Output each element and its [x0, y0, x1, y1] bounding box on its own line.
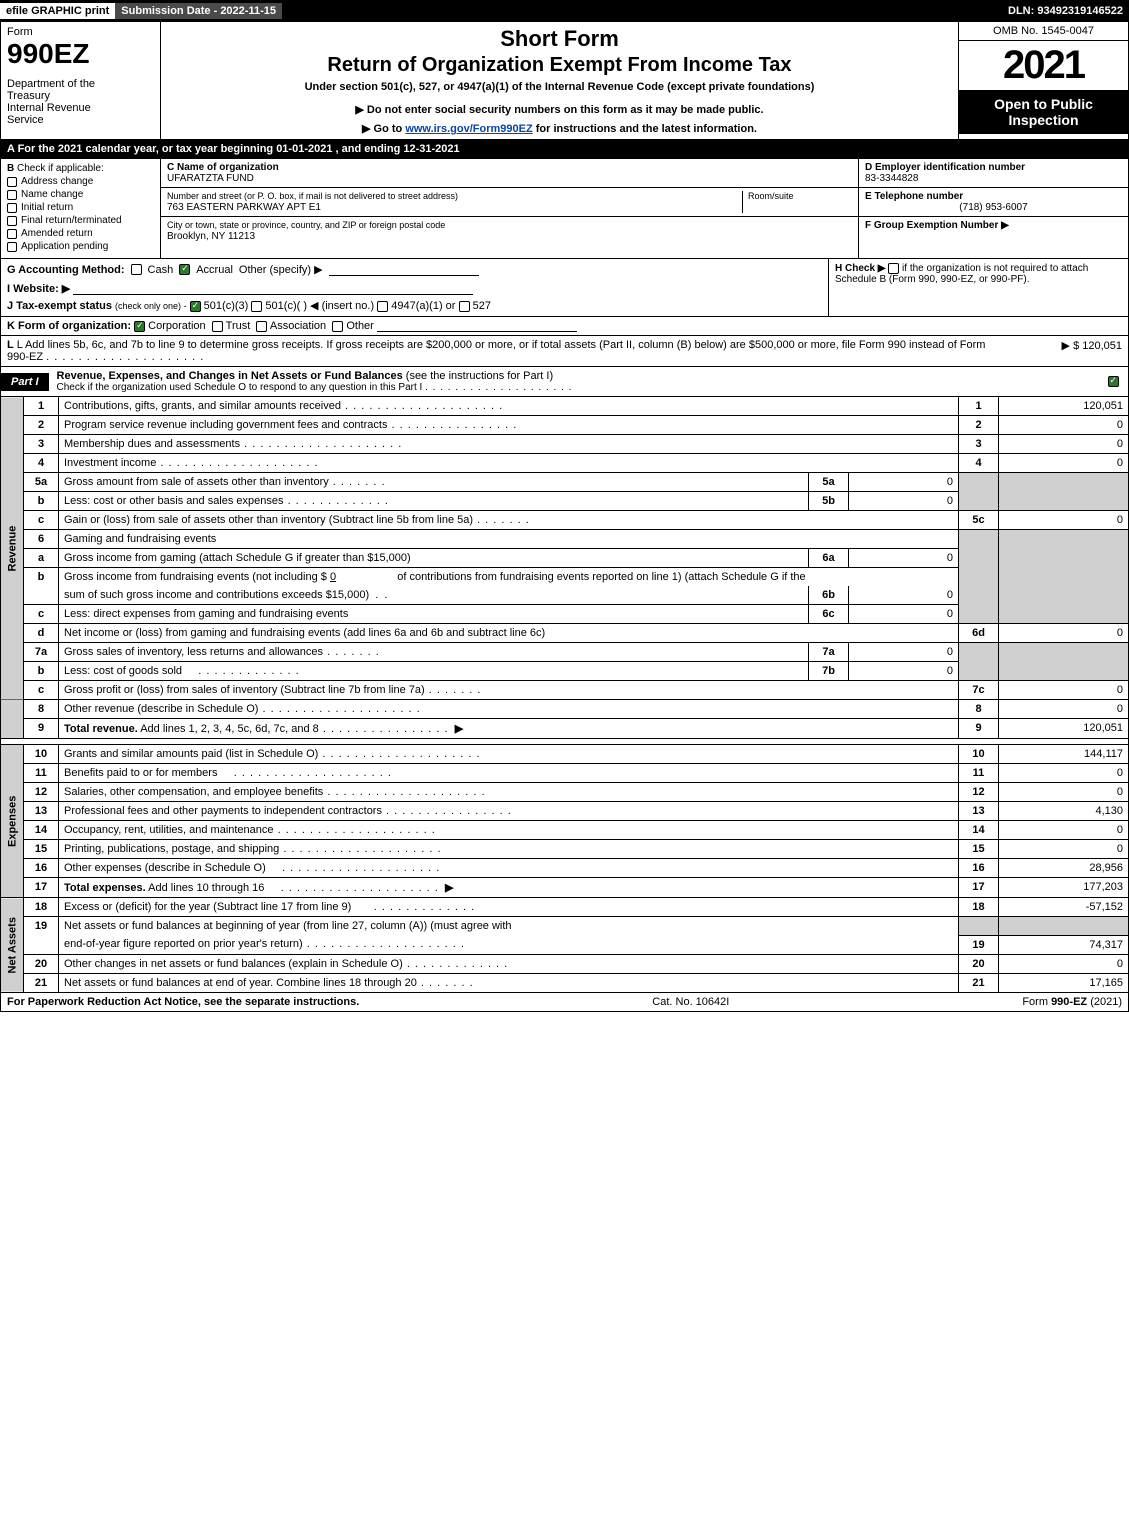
val-15: 0: [999, 840, 1129, 859]
b-label: B: [7, 163, 14, 174]
val-9: 120,051: [999, 719, 1129, 739]
val-17: 177,203: [999, 878, 1129, 898]
val-13: 4,130: [999, 802, 1129, 821]
checkbox-501c3[interactable]: [190, 301, 201, 312]
sub-5b: 0: [849, 492, 959, 511]
city-label: City or town, state or province, country…: [167, 220, 445, 230]
val-6d: 0: [999, 624, 1129, 643]
top-bar: efile GRAPHIC print Submission Date - 20…: [0, 0, 1129, 22]
e-label: E Telephone number: [865, 191, 963, 202]
checkbox-assoc[interactable]: [256, 321, 267, 332]
irs-link[interactable]: www.irs.gov/Form990EZ: [405, 123, 532, 135]
line-l: L L Add lines 5b, 6c, and 7b to line 9 t…: [0, 336, 1129, 367]
line-a: A For the 2021 calendar year, or tax yea…: [0, 140, 1129, 159]
checkbox-address-change[interactable]: [7, 177, 17, 187]
part1-header: Part I Revenue, Expenses, and Changes in…: [0, 367, 1129, 397]
ein: 83-3344828: [865, 173, 918, 184]
f-label: F Group Exemption Number ▶: [865, 220, 1009, 231]
room-label: Room/suite: [748, 191, 794, 201]
form-word: Form: [7, 26, 33, 38]
val-10: 144,117: [999, 745, 1129, 764]
val-11: 0: [999, 764, 1129, 783]
i-label: I Website: ▶: [7, 283, 70, 295]
j-label: J Tax-exempt status: [7, 300, 112, 312]
footer-right: Form 990-EZ (2021): [1022, 996, 1122, 1008]
section-gh: G Accounting Method: Cash Accrual Other …: [0, 259, 1129, 317]
sub-5a: 0: [849, 473, 959, 492]
val-2: 0: [999, 416, 1129, 435]
financial-table: Revenue 1 Contributions, gifts, grants, …: [0, 397, 1129, 993]
checkbox-accrual[interactable]: [179, 264, 190, 275]
tax-year: 2021: [959, 41, 1128, 90]
title-short-form: Short Form: [169, 26, 950, 52]
org-name: UFARATZTA FUND: [167, 173, 254, 184]
val-8: 0: [999, 700, 1129, 719]
g-label: G Accounting Method:: [7, 264, 125, 276]
checkbox-name-change[interactable]: [7, 190, 17, 200]
val-20: 0: [999, 954, 1129, 973]
checkbox-other-org[interactable]: [332, 321, 343, 332]
side-net-assets: Net Assets: [1, 898, 24, 993]
sub-7a: 0: [849, 643, 959, 662]
omb-number: OMB No. 1545-0047: [959, 22, 1128, 41]
val-3: 0: [999, 435, 1129, 454]
form-number: 990EZ: [7, 38, 90, 69]
addr-label: Number and street (or P. O. box, if mail…: [167, 191, 458, 201]
sub-6a: 0: [849, 549, 959, 568]
checkbox-trust[interactable]: [212, 321, 223, 332]
checkbox-501c[interactable]: [251, 301, 262, 312]
street-address: 763 EASTERN PARKWAY APT E1: [167, 202, 321, 213]
website-field[interactable]: [73, 283, 473, 295]
phone: (718) 953-6007: [865, 202, 1122, 213]
checkbox-final-return[interactable]: [7, 216, 17, 226]
checkbox-4947[interactable]: [377, 301, 388, 312]
val-14: 0: [999, 821, 1129, 840]
title-return: Return of Organization Exempt From Incom…: [169, 54, 950, 77]
val-4: 0: [999, 454, 1129, 473]
form-header: Form 990EZ Department of theTreasuryInte…: [0, 22, 1129, 140]
sub-6c: 0: [849, 605, 959, 624]
subtitle-section: Under section 501(c), 527, or 4947(a)(1)…: [169, 81, 950, 93]
val-12: 0: [999, 783, 1129, 802]
city-state-zip: Brooklyn, NY 11213: [167, 231, 255, 242]
sub-6b: 0: [849, 586, 959, 605]
checkbox-part1-o[interactable]: [1108, 376, 1119, 387]
val-7c: 0: [999, 681, 1129, 700]
submission-date: Submission Date - 2022-11-15: [115, 3, 282, 19]
footer-left: For Paperwork Reduction Act Notice, see …: [7, 996, 359, 1008]
val-5c: 0: [999, 511, 1129, 530]
checkbox-cash[interactable]: [131, 264, 142, 275]
footer: For Paperwork Reduction Act Notice, see …: [0, 993, 1129, 1012]
checkbox-527[interactable]: [459, 301, 470, 312]
efile-label: efile GRAPHIC print: [0, 3, 115, 19]
subtitle-ssn: ▶ Do not enter social security numbers o…: [169, 103, 950, 116]
6b-amt: 0: [330, 571, 336, 583]
info-block: B Check if applicable: Address change Na…: [0, 159, 1129, 259]
subtitle-goto: ▶ Go to www.irs.gov/Form990EZ for instru…: [169, 122, 950, 135]
val-16: 28,956: [999, 859, 1129, 878]
footer-cat: Cat. No. 10642I: [359, 996, 1022, 1008]
val-19: 74,317: [999, 935, 1129, 954]
checkbox-corp[interactable]: [134, 321, 145, 332]
other-specify-field[interactable]: [329, 264, 479, 276]
dln-label: DLN: 93492319146522: [1002, 3, 1129, 19]
c-label: C Name of organization: [167, 162, 279, 173]
val-1: 120,051: [999, 397, 1129, 416]
checkbox-pending[interactable]: [7, 242, 17, 252]
side-expenses: Expenses: [1, 745, 24, 898]
checkbox-h[interactable]: [888, 263, 899, 274]
line-k: K Form of organization: Corporation Trus…: [0, 317, 1129, 336]
part1-label: Part I: [1, 373, 49, 391]
side-revenue: Revenue: [1, 397, 24, 700]
d-label: D Employer identification number: [865, 162, 1025, 173]
val-21: 17,165: [999, 973, 1129, 992]
l-value: ▶ $ 120,051: [1002, 339, 1122, 363]
checkbox-amended[interactable]: [7, 229, 17, 239]
sub-7b: 0: [849, 662, 959, 681]
checkbox-initial-return[interactable]: [7, 203, 17, 213]
val-18: -57,152: [999, 898, 1129, 917]
open-to-public: Open to Public Inspection: [959, 90, 1128, 134]
dept-label: Department of theTreasuryInternal Revenu…: [7, 78, 154, 126]
